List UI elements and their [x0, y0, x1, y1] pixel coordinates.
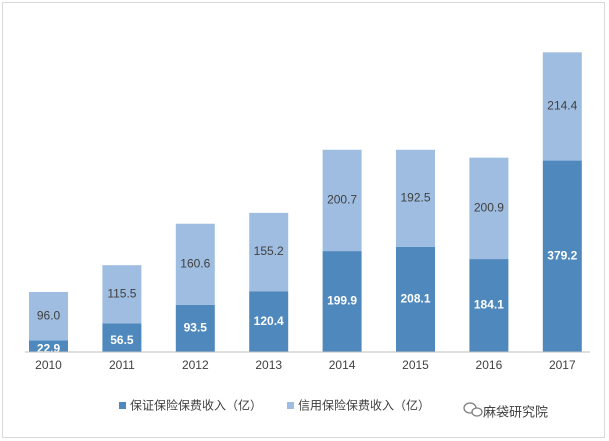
bar-credit-2015	[396, 149, 435, 247]
bar-credit-2012	[175, 223, 215, 305]
data-label-guarantee-2013: 120.4	[254, 314, 284, 328]
x-tick-2010: 2010	[35, 358, 62, 372]
bar-labels-layer: 22.9 96.0 56.5 115.5 93.5 160.6 120.4 155.2 199.…	[37, 99, 578, 356]
watermark: 麻袋研究院	[463, 402, 548, 421]
data-label-credit-2015: 192.5	[400, 191, 430, 205]
bar-guarantee-2014	[322, 251, 362, 352]
wechat-icon	[463, 402, 483, 417]
data-label-credit-2010: 96.0	[37, 308, 61, 322]
bar-credit-2011	[102, 265, 142, 324]
legend-label-guarantee: 保证保险保费收入（亿）	[130, 398, 262, 413]
data-label-credit-2014: 200.7	[327, 193, 357, 207]
bar-credit-2014	[322, 149, 362, 252]
bar-credit-2010	[29, 291, 68, 341]
bar-credit-2013	[249, 212, 289, 292]
x-tick-2013: 2013	[255, 358, 282, 372]
x-tick-2016: 2016	[476, 358, 503, 372]
legend-label-credit: 信用保险保费收入（亿）	[298, 398, 430, 413]
bars-layer	[29, 52, 582, 352]
bar-guarantee-2013	[249, 291, 289, 352]
bar-guarantee-2015	[396, 246, 435, 352]
bar-credit-2016	[469, 157, 509, 260]
data-label-guarantee-2011: 56.5	[110, 333, 134, 347]
data-label-credit-2016: 200.9	[474, 201, 504, 215]
data-label-credit-2011: 115.5	[107, 286, 136, 300]
data-label-guarantee-2014: 199.9	[327, 294, 357, 308]
x-tick-2012: 2012	[182, 358, 209, 372]
bar-guarantee-2010	[29, 340, 68, 352]
legend-swatch-credit	[287, 402, 294, 409]
data-label-credit-2013: 155.2	[254, 244, 284, 258]
bar-credit-2017	[542, 52, 582, 161]
data-label-guarantee-2016: 184.1	[474, 298, 504, 312]
legend: 保证保险保费收入（亿） 信用保险保费收入（亿）	[119, 398, 430, 413]
bar-guarantee-2016	[469, 259, 509, 352]
data-label-guarantee-2012: 93.5	[184, 321, 208, 335]
x-tick-2017: 2017	[549, 358, 576, 372]
data-label-guarantee-2017: 379.2	[547, 248, 577, 262]
data-label-guarantee-2010: 22.9	[37, 341, 61, 355]
data-label-credit-2012: 160.6	[180, 256, 210, 270]
data-label-guarantee-2015: 208.1	[400, 292, 430, 306]
bar-guarantee-2017	[542, 160, 582, 352]
bar-guarantee-2011	[102, 323, 142, 352]
data-label-credit-2017: 214.4	[547, 99, 577, 113]
x-tick-2011: 2011	[109, 358, 135, 372]
bar-guarantee-2012	[175, 304, 215, 352]
x-tick-labels: 2010 2011 2012 2013 2014 2015 2016 2017	[35, 358, 576, 372]
x-tick-2015: 2015	[402, 358, 429, 372]
x-tick-2014: 2014	[329, 358, 356, 372]
legend-swatch-guarantee	[119, 402, 126, 409]
watermark-text: 麻袋研究院	[483, 406, 548, 421]
